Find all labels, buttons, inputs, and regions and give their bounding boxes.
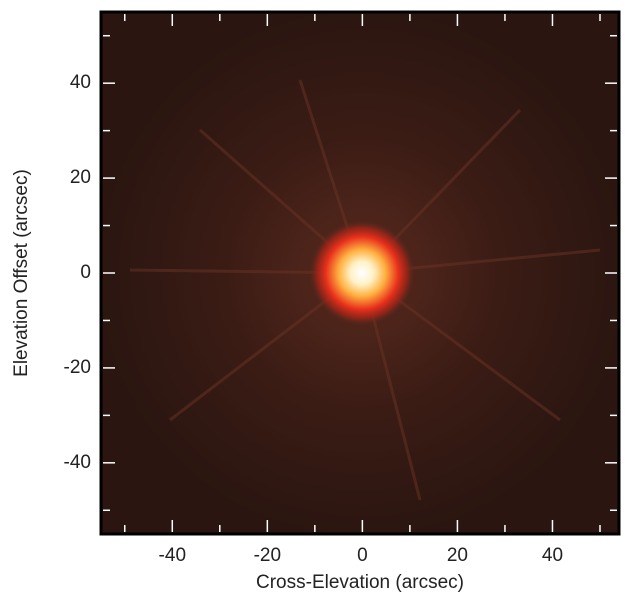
x-axis-label: Cross-Elevation (arcsec) — [256, 572, 464, 593]
y-axis-label: Elevation Offset (arcsec) — [11, 169, 32, 377]
x-tick-label: 20 — [447, 545, 468, 566]
y-tick-label: -20 — [64, 357, 91, 378]
image — [101, 12, 619, 534]
plot-frame — [99, 10, 621, 536]
x-tick-label: -20 — [254, 545, 281, 566]
x-tick-label: 0 — [357, 545, 368, 566]
y-tick-label: 40 — [70, 72, 91, 93]
x-tick-label: 40 — [542, 545, 563, 566]
y-tick-label: -40 — [64, 452, 91, 473]
y-tick-label: 20 — [70, 167, 91, 188]
x-tick-label: -40 — [159, 545, 186, 566]
y-tick-label: 0 — [80, 262, 91, 283]
